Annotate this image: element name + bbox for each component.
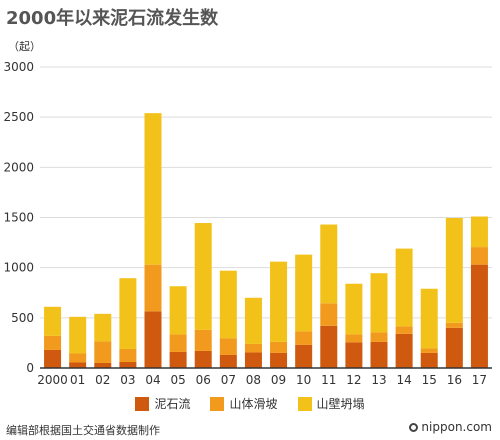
brand-label: nippon.com xyxy=(421,420,492,434)
bar-segment xyxy=(194,350,212,368)
bar-segment xyxy=(270,341,288,353)
bar-segment xyxy=(470,264,488,368)
x-tick-label: 16 xyxy=(447,373,462,387)
y-tick-label: 1000 xyxy=(3,261,34,275)
bar-segment xyxy=(244,352,262,368)
bar-segment xyxy=(320,224,338,304)
chart-title: 2000年以来泥石流发生数 xyxy=(6,8,219,29)
legend-swatch-debris xyxy=(135,396,150,411)
x-tick-label: 06 xyxy=(196,373,211,387)
bar-segment xyxy=(395,248,413,327)
bar-segment xyxy=(345,342,363,368)
bar-segment xyxy=(69,362,87,368)
bar-segment xyxy=(370,332,388,342)
bar-segment xyxy=(470,247,488,265)
x-tick-label: 13 xyxy=(371,373,386,387)
bar-segment xyxy=(244,343,262,353)
bar-segment xyxy=(69,353,87,363)
bar-segment xyxy=(244,297,262,344)
bar-segment xyxy=(194,223,212,330)
bar-segment xyxy=(270,261,288,342)
bar-segment xyxy=(370,273,388,333)
x-tick-label: 04 xyxy=(145,373,160,387)
bar-segment xyxy=(219,270,237,339)
bar-segment xyxy=(144,113,162,265)
x-tick-label: 01 xyxy=(70,373,85,387)
legend-swatch-slide xyxy=(210,396,225,411)
x-tick-label: 05 xyxy=(170,373,185,387)
legend-item-slide: 山体滑坡 xyxy=(210,395,278,412)
x-tick-label: 15 xyxy=(422,373,437,387)
bar-segment xyxy=(395,326,413,334)
bar-segment xyxy=(445,322,463,328)
y-tick-label: 0 xyxy=(26,361,34,375)
y-tick-label: 500 xyxy=(11,311,34,325)
bar-segment xyxy=(295,254,313,332)
bar-segment xyxy=(219,338,237,355)
legend-swatch-collapse xyxy=(297,396,312,411)
y-tick-label: 1500 xyxy=(3,211,34,225)
x-tick-label: 10 xyxy=(296,373,311,387)
legend-item-collapse: 山壁坍塌 xyxy=(297,395,365,412)
bar-segment xyxy=(44,306,62,336)
x-tick-label: 11 xyxy=(321,373,336,387)
y-axis-unit: （起） xyxy=(8,40,41,53)
x-tick-label: 14 xyxy=(396,373,411,387)
bar-segment xyxy=(219,354,237,368)
bar-segment xyxy=(194,329,212,351)
bar-segment xyxy=(445,327,463,368)
legend-label-slide: 山体滑坡 xyxy=(229,397,278,411)
legend-label-collapse: 山壁坍塌 xyxy=(316,397,365,411)
bar-segment xyxy=(345,283,363,335)
x-tick-label: 07 xyxy=(221,373,236,387)
bar-segment xyxy=(44,335,62,350)
x-tick-label: 2000 xyxy=(37,373,68,387)
x-tick-label: 17 xyxy=(472,373,487,387)
x-tick-label: 03 xyxy=(120,373,135,387)
x-tick-label: 08 xyxy=(246,373,261,387)
bar-segment xyxy=(69,316,87,354)
bar-segment xyxy=(94,313,112,342)
bar-segment xyxy=(445,218,463,323)
legend-item-debris: 泥石流 xyxy=(135,395,190,412)
bar-segment xyxy=(395,333,413,368)
legend-label-debris: 泥石流 xyxy=(154,397,191,411)
bar-segment xyxy=(320,303,338,326)
bar-segment xyxy=(295,331,313,345)
bar-segment xyxy=(119,348,137,362)
bar-segment xyxy=(94,362,112,368)
bar-segment xyxy=(270,352,288,368)
y-tick-label: 2000 xyxy=(3,160,34,174)
bar-segment xyxy=(345,334,363,343)
bar-segment xyxy=(144,264,162,312)
source-note: 编辑部根据国土交通省数据制作 xyxy=(6,424,160,437)
y-tick-label: 3000 xyxy=(3,60,34,74)
bar-segment xyxy=(295,344,313,368)
bar-segment xyxy=(144,311,162,368)
bar-segment xyxy=(119,278,137,349)
legend: 泥石流 山体滑坡 山壁坍塌 xyxy=(0,395,500,412)
bar-segment xyxy=(169,286,187,335)
bar-segment xyxy=(169,334,187,352)
bar-segment xyxy=(119,361,137,368)
x-tick-label: 02 xyxy=(95,373,110,387)
bar-segment xyxy=(320,325,338,368)
bar-segment xyxy=(470,216,488,248)
nippon-logo-icon xyxy=(409,422,419,432)
y-tick-label: 2500 xyxy=(3,110,34,124)
x-tick-label: 09 xyxy=(271,373,286,387)
bar-segment xyxy=(44,349,62,368)
brand: nippon.com xyxy=(409,420,492,434)
bar-segment xyxy=(169,351,187,368)
bar-segment xyxy=(420,348,438,353)
bar-segment xyxy=(94,341,112,363)
bar-segment xyxy=(370,341,388,368)
bar-segment xyxy=(420,288,438,349)
x-tick-label: 12 xyxy=(346,373,361,387)
bar-segment xyxy=(420,352,438,368)
